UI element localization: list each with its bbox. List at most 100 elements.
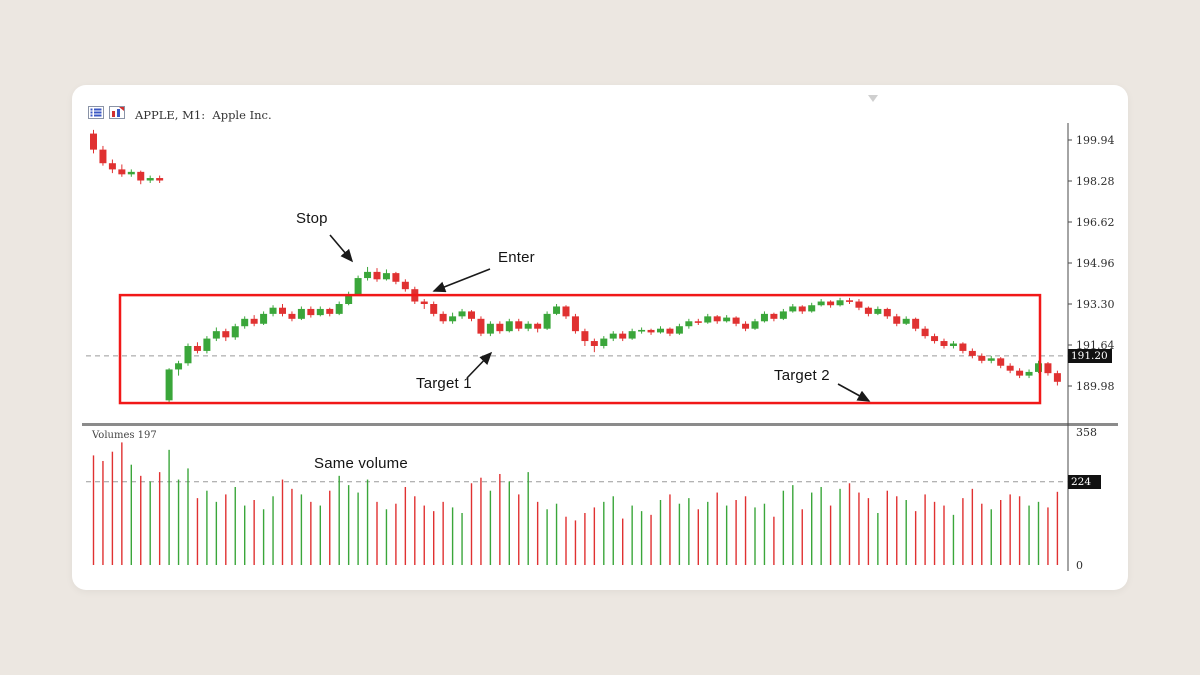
candle-body [987, 358, 995, 361]
chart-header: APPLE, M1: Apple Inc. [88, 106, 272, 124]
candle-body [382, 273, 390, 280]
candle-body [675, 326, 683, 334]
candle-body [420, 301, 428, 304]
candle-body [496, 323, 504, 332]
range-box [118, 293, 1042, 405]
candle-body [590, 341, 598, 346]
candle-body [1025, 371, 1033, 376]
candle-body [949, 343, 957, 346]
volume-max-label: 358 [1076, 426, 1097, 439]
candle-body [458, 311, 466, 317]
candle-body [430, 304, 438, 314]
candle-body [118, 169, 126, 175]
candle-body [373, 271, 381, 280]
candle-body [902, 318, 910, 324]
pane-separator [82, 423, 1118, 426]
candle-body [959, 343, 967, 351]
candle-body [742, 323, 750, 329]
candle-body [883, 308, 891, 317]
candle-body [978, 355, 986, 361]
candle-body [609, 333, 617, 339]
candle-body [468, 311, 475, 319]
candle-body [619, 333, 627, 339]
annotation-same-volume: Same volume [314, 455, 408, 472]
candle-body [231, 326, 239, 338]
candle-body [401, 281, 409, 290]
price-tick-label: 194.96 [1076, 257, 1115, 270]
candle-body [146, 178, 154, 181]
candle-body [1006, 365, 1014, 371]
candle-body [704, 316, 712, 323]
candle-body [694, 321, 702, 323]
candle-body [817, 301, 825, 306]
candle-body [751, 321, 759, 329]
chart-type-icon[interactable] [109, 106, 125, 124]
candle-body [307, 308, 315, 316]
candle-body [90, 133, 97, 150]
candle-body [581, 331, 589, 342]
candle-body [212, 331, 220, 339]
candle-body [505, 321, 513, 332]
candle-body [108, 163, 116, 170]
candle-body [193, 345, 201, 351]
candle-body [279, 307, 286, 314]
candle-body [968, 350, 976, 356]
candle-body [316, 308, 324, 316]
candle-body [657, 328, 664, 333]
candle-body [486, 323, 494, 334]
candle-body [893, 316, 901, 324]
candle-body [789, 306, 797, 312]
candle-body [449, 316, 457, 322]
candle-body [713, 316, 721, 322]
candle-body [354, 278, 362, 295]
candle-body [997, 358, 1005, 366]
price-tick-label: 189.98 [1076, 380, 1115, 393]
candle-body [288, 313, 296, 319]
candle-body [524, 323, 532, 329]
candle-body [732, 317, 740, 324]
candle-body [638, 329, 646, 332]
candle-body [553, 306, 561, 314]
candle-body [600, 338, 608, 346]
candlestick-chart-canvas[interactable]: 199.94 198.28 196.62 194.96 193.30 191.64 189.… [72, 85, 1128, 590]
candle-body [241, 318, 249, 327]
candle-body [392, 273, 400, 282]
candle-body [921, 328, 929, 337]
current-price-badge: 191.20 [1068, 348, 1112, 363]
candle-body [808, 305, 816, 312]
candle-body [364, 271, 372, 279]
candle-body [137, 171, 145, 181]
annotation-enter: Enter [498, 249, 535, 266]
annotation-stop: Stop [296, 210, 328, 227]
price-tick-label: 193.30 [1076, 298, 1115, 311]
candle-body [250, 318, 258, 324]
candle-body [931, 336, 939, 342]
candle-body [335, 304, 343, 314]
candle-body [1016, 370, 1024, 376]
candle-body [874, 308, 882, 314]
candle-body [184, 345, 192, 364]
volume-level-badge: 224 [1068, 474, 1101, 489]
candle-body [770, 313, 778, 319]
candle-body [345, 294, 353, 304]
depth-of-market-icon[interactable] [88, 106, 104, 124]
candle-body [855, 301, 863, 308]
candle-body [685, 321, 693, 327]
candle-body [864, 307, 872, 314]
symbol-label: APPLE, M1: Apple Inc. [135, 108, 272, 122]
candle-body [1035, 363, 1042, 372]
candle-body [940, 341, 948, 346]
annotation-target-2: Target 2 [774, 367, 830, 384]
chart-shift-marker [868, 95, 878, 102]
candle-body [165, 369, 173, 401]
candle-body [779, 311, 787, 319]
candle-body [827, 301, 835, 306]
candle-body [156, 178, 164, 181]
candle-body [647, 329, 655, 333]
candle-body [1044, 363, 1052, 374]
candle-body [534, 323, 542, 329]
candle-body [666, 328, 674, 334]
candle-body [798, 306, 806, 312]
candle-body [222, 331, 230, 338]
